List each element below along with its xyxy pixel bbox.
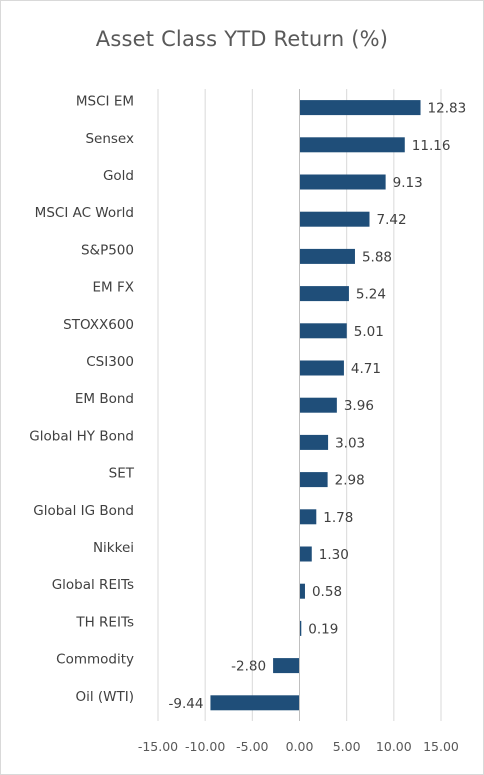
data-label: 3.03 <box>335 435 365 451</box>
category-label: EM FX <box>93 280 134 296</box>
bar <box>299 546 312 562</box>
data-label: 5.01 <box>354 324 384 340</box>
x-tick-label: 0.00 <box>286 739 314 754</box>
data-label: 2.98 <box>335 473 365 489</box>
x-tick-label: -5.00 <box>236 739 268 754</box>
labels: -15.00 -10.00 -5.00 0.00 5.00 10.00 15.00 MSCI … <box>29 94 466 754</box>
data-label: 9.13 <box>393 175 423 191</box>
category-label: Oil (WTI) <box>75 689 134 705</box>
category-label: Nikkei <box>93 540 134 556</box>
bar <box>299 211 370 227</box>
x-tick-label: -15.00 <box>138 739 178 754</box>
bar <box>299 174 386 190</box>
category-label: Global REITs <box>52 577 134 593</box>
data-label: 12.83 <box>428 101 467 117</box>
x-tick-label: 10.00 <box>376 739 412 754</box>
x-tick-label: 15.00 <box>423 739 459 754</box>
bar <box>273 658 300 674</box>
x-tick-label: -10.00 <box>185 739 225 754</box>
category-label: Sensex <box>85 131 134 147</box>
bar <box>299 323 347 339</box>
data-label: 1.30 <box>319 547 349 563</box>
category-label: Commodity <box>56 652 134 668</box>
data-label: 3.96 <box>344 398 374 414</box>
chart-title: Asset Class YTD Return (%) <box>95 27 389 51</box>
bar <box>299 620 302 636</box>
bar <box>299 100 421 116</box>
category-label: TH REITs <box>75 614 134 630</box>
category-label: Global HY Bond <box>29 428 134 444</box>
category-label: EM Bond <box>75 391 134 407</box>
bar <box>299 286 349 302</box>
bar <box>210 695 300 711</box>
data-label: 1.78 <box>323 510 353 526</box>
data-label: -9.44 <box>169 696 204 712</box>
category-label: MSCI AC World <box>35 205 134 221</box>
bar <box>299 137 405 153</box>
x-tick-label: 5.00 <box>333 739 361 754</box>
category-label: Gold <box>103 168 134 184</box>
category-label: MSCI EM <box>76 94 134 110</box>
bar <box>299 583 305 599</box>
bars <box>210 100 421 711</box>
bar <box>299 360 344 376</box>
data-label: 0.58 <box>312 584 342 600</box>
category-label: SET <box>109 466 135 482</box>
data-label: -2.80 <box>231 659 266 675</box>
category-label: CSI300 <box>86 354 134 370</box>
data-label: 0.19 <box>308 621 338 637</box>
gridlines <box>157 89 442 721</box>
bar <box>299 472 328 488</box>
data-label: 5.88 <box>362 249 392 265</box>
category-label: STOXX600 <box>63 317 134 333</box>
data-label: 11.16 <box>412 138 451 154</box>
bar <box>299 248 355 264</box>
data-label: 4.71 <box>351 361 381 377</box>
bar <box>299 397 337 413</box>
data-label: 7.42 <box>376 212 406 228</box>
category-label: S&P500 <box>81 242 134 258</box>
bar <box>299 509 317 525</box>
category-label: Global IG Bond <box>33 503 134 519</box>
bar <box>299 434 329 450</box>
data-label: 5.24 <box>356 287 386 303</box>
